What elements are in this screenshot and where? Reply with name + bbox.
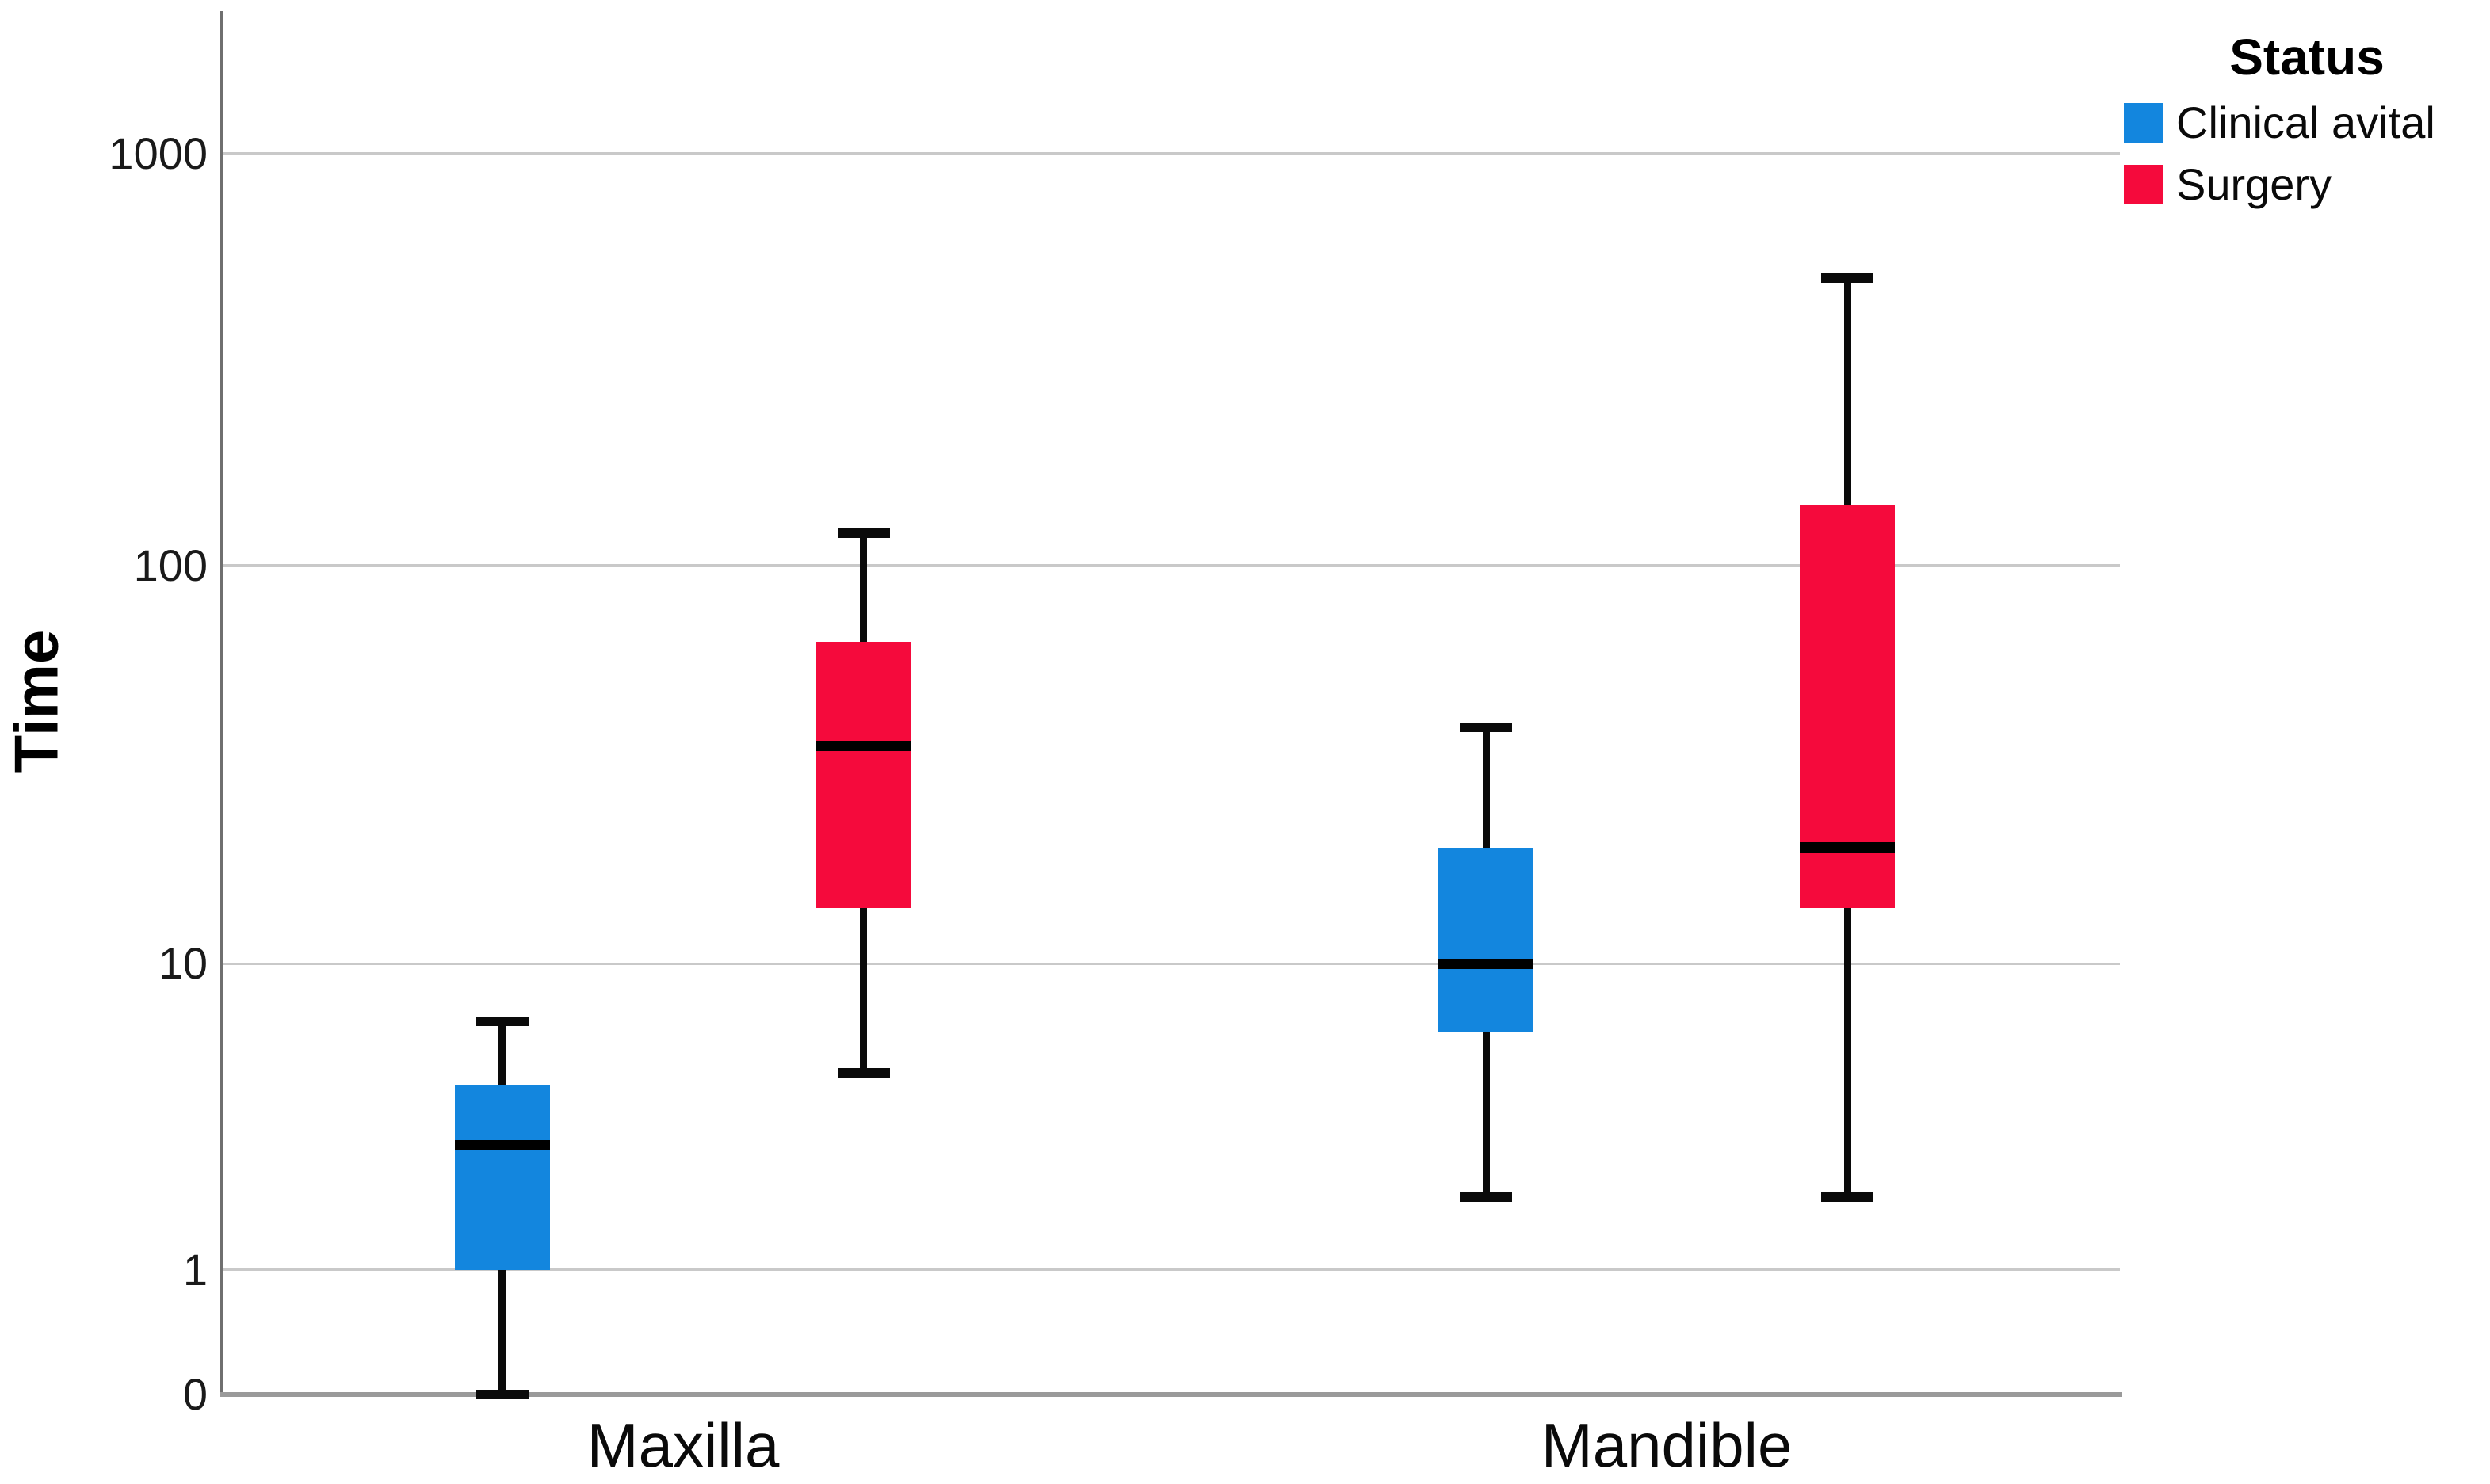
y-axis-line	[220, 11, 223, 1397]
box-clinical-avital-mandible-cap-min	[1460, 1192, 1513, 1202]
box-surgery-maxilla-cap-max	[837, 528, 890, 538]
legend: Status Clinical avital Surgery	[2124, 29, 2490, 209]
box-clinical-avital-mandible-median	[1438, 958, 1534, 969]
y-axis-title: Time	[1, 629, 71, 773]
legend-label-clinical-avital: Clinical avital	[2176, 97, 2435, 147]
box-clinical-avital-maxilla-cap-min	[475, 1390, 529, 1399]
box-clinical-avital-mandible-iqr-box	[1438, 847, 1534, 1033]
legend-title: Status	[2229, 29, 2385, 86]
gridline-100	[222, 564, 2120, 567]
box-clinical-avital-maxilla-median	[454, 1140, 550, 1151]
box-clinical-avital-maxilla-cap-max	[475, 1016, 529, 1026]
gridline-10	[222, 962, 2120, 965]
box-clinical-avital-mandible-cap-max	[1460, 723, 1513, 733]
y-tick-label-100: 100	[133, 540, 208, 590]
legend-swatch-clinical-avital	[2124, 103, 2163, 143]
x-category-label-mandible: Mandible	[1541, 1410, 1793, 1480]
x-axis-line	[220, 1392, 2122, 1397]
y-tick-label-1: 1	[182, 1244, 208, 1295]
gridline-1	[222, 1268, 2120, 1272]
box-surgery-maxilla-iqr-box	[815, 642, 911, 909]
gridline-1000	[222, 152, 2120, 155]
box-surgery-mandible-cap-min	[1821, 1192, 1874, 1202]
legend-item-clinical-avital: Clinical avital	[2124, 98, 2490, 147]
x-category-label-maxilla: Maxilla	[586, 1410, 780, 1480]
box-clinical-avital-maxilla-iqr-box	[454, 1085, 550, 1270]
y-tick-label-0: 0	[182, 1369, 208, 1419]
y-tick-label-1000: 1000	[109, 128, 208, 178]
box-surgery-maxilla-median	[815, 740, 911, 751]
legend-swatch-surgery	[2124, 165, 2163, 204]
box-surgery-mandible-iqr-box	[1800, 505, 1896, 909]
box-surgery-maxilla-cap-min	[837, 1067, 890, 1078]
box-surgery-mandible-median	[1800, 842, 1896, 853]
box-surgery-mandible-cap-max	[1821, 273, 1874, 283]
y-tick-label-10: 10	[158, 938, 208, 989]
legend-item-surgery: Surgery	[2124, 160, 2490, 209]
legend-label-surgery: Surgery	[2176, 159, 2332, 209]
